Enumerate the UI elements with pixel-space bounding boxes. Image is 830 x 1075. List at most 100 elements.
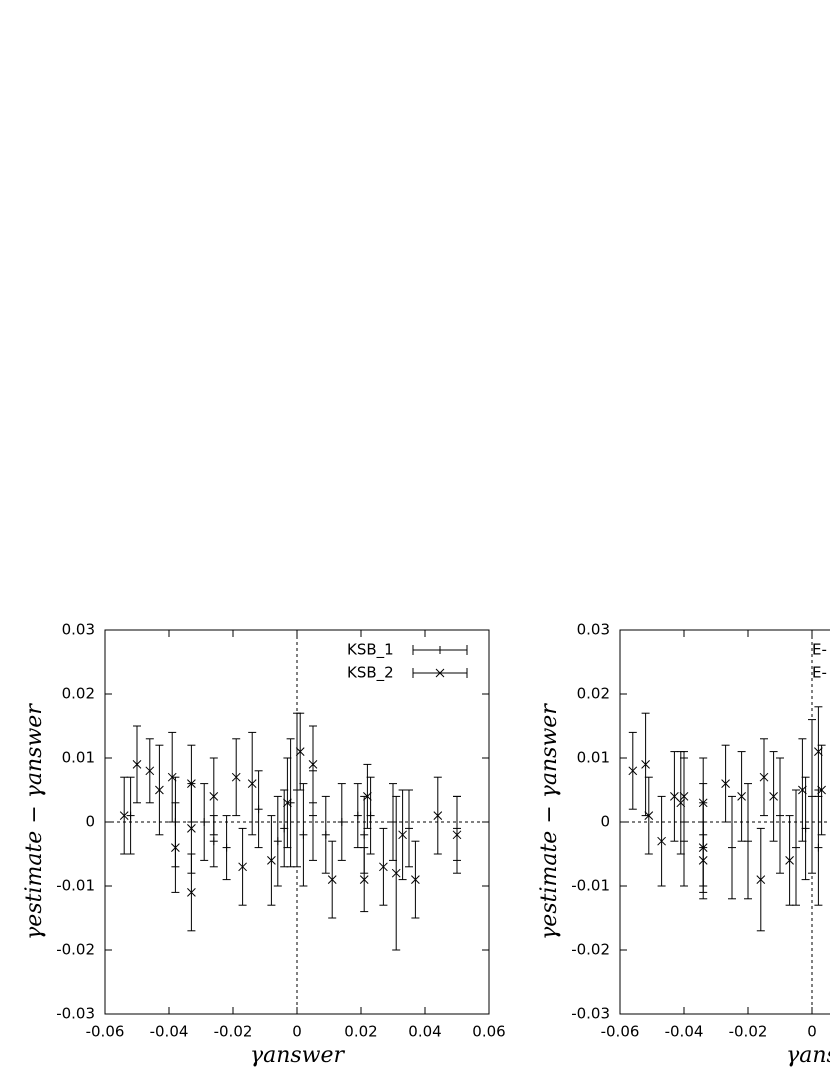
marker bbox=[363, 792, 372, 801]
y-tick-label: 0 bbox=[600, 813, 610, 831]
y-axis-label: γestimate − γanswer bbox=[22, 703, 47, 940]
marker bbox=[679, 792, 689, 801]
marker-stroke bbox=[238, 862, 247, 872]
x-tick-label: 0 bbox=[807, 1023, 817, 1041]
marker-stroke bbox=[247, 779, 257, 788]
marker bbox=[798, 785, 807, 795]
marker-stroke bbox=[411, 875, 420, 884]
x-axis-label: γans bbox=[786, 1043, 830, 1068]
marker bbox=[238, 862, 247, 872]
marker-stroke bbox=[737, 792, 746, 801]
marker-stroke bbox=[363, 792, 372, 801]
y-tick-label: -0.03 bbox=[571, 1005, 610, 1023]
marker-stroke bbox=[435, 668, 445, 678]
marker-stroke bbox=[698, 856, 708, 865]
marker-stroke bbox=[327, 875, 337, 884]
marker-stroke bbox=[283, 798, 292, 808]
x-tick-label: -0.02 bbox=[729, 1023, 768, 1041]
y-tick-label: 0.01 bbox=[62, 749, 95, 767]
marker-stroke bbox=[628, 766, 638, 776]
marker-stroke bbox=[132, 760, 142, 769]
marker bbox=[280, 824, 289, 833]
marker bbox=[769, 792, 778, 801]
x-tick-label: -0.04 bbox=[150, 1023, 189, 1041]
marker-stroke bbox=[817, 785, 826, 795]
y-tick-label: 0 bbox=[85, 813, 95, 831]
x-axis-label: γanswer bbox=[250, 1043, 346, 1068]
marker-stroke bbox=[145, 766, 155, 776]
marker bbox=[359, 875, 369, 884]
marker bbox=[366, 811, 375, 820]
marker bbox=[308, 760, 318, 769]
marker bbox=[309, 811, 317, 820]
marker-stroke bbox=[452, 830, 462, 840]
marker bbox=[405, 824, 413, 833]
marker bbox=[171, 843, 180, 852]
marker-stroke bbox=[814, 747, 823, 756]
marker bbox=[389, 818, 397, 826]
marker bbox=[222, 843, 231, 852]
marker-stroke bbox=[398, 830, 407, 840]
marker-stroke bbox=[641, 760, 650, 769]
marker-stroke bbox=[379, 862, 388, 872]
marker bbox=[209, 837, 218, 846]
x-tick-label: 0.02 bbox=[344, 1023, 377, 1041]
marker-stroke bbox=[670, 792, 679, 801]
marker-stroke bbox=[155, 785, 164, 795]
y-tick-label: 0.03 bbox=[577, 621, 610, 639]
marker-stroke bbox=[267, 856, 276, 865]
marker bbox=[398, 830, 407, 840]
x-tick-label: -0.04 bbox=[665, 1023, 704, 1041]
marker-stroke bbox=[785, 856, 794, 865]
marker-stroke bbox=[644, 811, 654, 820]
marker-stroke bbox=[679, 792, 689, 801]
marker-stroke bbox=[721, 779, 730, 788]
marker bbox=[145, 766, 155, 776]
marker-stroke bbox=[798, 785, 807, 795]
marker bbox=[379, 862, 388, 872]
marker bbox=[337, 818, 346, 826]
marker bbox=[452, 830, 462, 840]
marker bbox=[737, 792, 746, 801]
marker-stroke bbox=[187, 824, 196, 833]
y-tick-label: -0.02 bbox=[56, 941, 95, 959]
marker bbox=[126, 811, 135, 820]
marker bbox=[231, 772, 241, 782]
marker-stroke bbox=[769, 792, 778, 801]
marker bbox=[299, 830, 308, 839]
y-tick-label: 0.03 bbox=[62, 621, 95, 639]
marker bbox=[801, 824, 810, 833]
marker bbox=[360, 830, 369, 839]
marker bbox=[756, 875, 766, 884]
marker bbox=[187, 888, 196, 897]
marker bbox=[391, 868, 401, 878]
marker-stroke bbox=[657, 836, 666, 846]
marker-stroke bbox=[433, 811, 443, 820]
legend-label: KSB_2 bbox=[347, 664, 394, 683]
marker bbox=[283, 798, 292, 808]
y-tick-label: 0.02 bbox=[577, 685, 610, 703]
marker-stroke bbox=[756, 875, 766, 884]
marker bbox=[200, 818, 209, 826]
marker bbox=[728, 843, 736, 852]
marker-stroke bbox=[167, 772, 177, 782]
marker bbox=[267, 856, 276, 865]
y-tick-label: 0.02 bbox=[62, 685, 95, 703]
marker bbox=[641, 760, 650, 769]
marker bbox=[644, 811, 654, 820]
marker bbox=[353, 811, 362, 820]
marker bbox=[657, 836, 666, 846]
marker-stroke bbox=[295, 747, 305, 756]
x-tick-label: -0.06 bbox=[601, 1023, 640, 1041]
marker bbox=[155, 785, 164, 795]
marker bbox=[273, 837, 282, 846]
marker bbox=[814, 747, 823, 756]
marker bbox=[792, 843, 800, 852]
marker bbox=[119, 811, 129, 820]
marker-stroke bbox=[209, 792, 219, 801]
x-tick-label: 0.04 bbox=[408, 1023, 441, 1041]
marker-stroke bbox=[359, 875, 369, 884]
marker bbox=[187, 824, 196, 833]
x-tick-label: -0.06 bbox=[86, 1023, 125, 1041]
marker bbox=[436, 646, 444, 654]
